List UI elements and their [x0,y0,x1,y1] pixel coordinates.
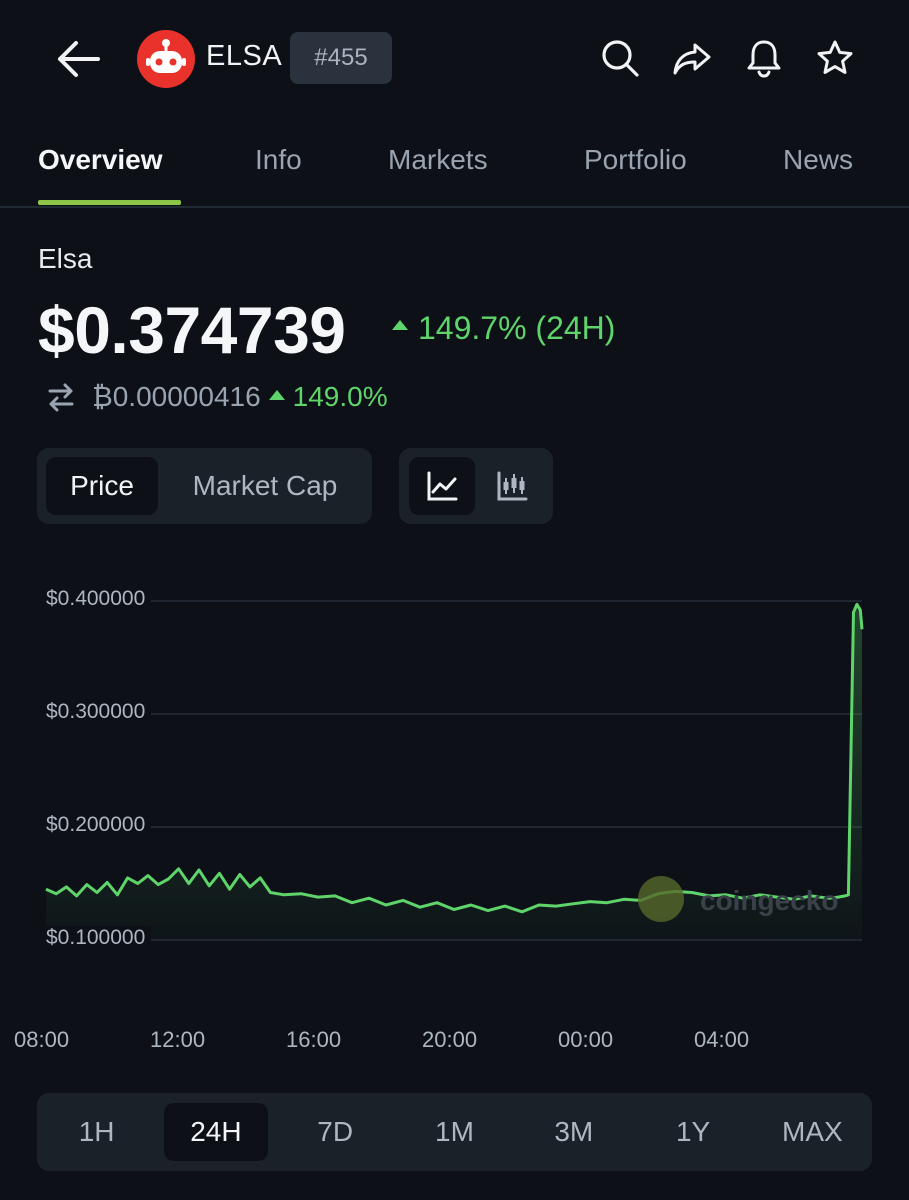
active-tab-indicator [38,200,181,205]
top-bar: ELSA #455 [0,0,909,118]
share-icon[interactable] [670,36,714,80]
x-tick-label: 12:00 [150,1027,206,1052]
tab-news[interactable]: News [783,144,854,175]
current-price: $0.374739 [38,293,346,367]
rank-badge: #455 [290,32,392,84]
x-tick-label: 04:00 [694,1027,750,1052]
coin-symbol: ELSA [206,40,283,72]
up-triangle-icon [392,319,408,330]
search-icon[interactable] [598,36,642,80]
watermark-text: coingecko [700,885,839,916]
y-tick-label: $0.100000 [46,926,152,950]
x-tick-label: 16:00 [286,1027,342,1052]
price-toggle[interactable]: Price [46,457,158,515]
coin-name: Elsa [38,243,93,274]
price-chart-svg [45,600,864,941]
range-24h[interactable]: 24H [164,1103,268,1161]
btc-change-value: 149.0% [292,381,388,412]
market-cap-toggle[interactable]: Market Cap [192,470,338,501]
x-tick-label: 08:00 [14,1027,70,1052]
y-tick-label: $0.300000 [46,700,152,724]
range-max[interactable]: MAX [782,1116,843,1147]
x-tick-label: 20:00 [422,1027,478,1052]
tab-markets[interactable]: Markets [388,144,488,175]
tab-bar: Overview Info Markets Portfolio News [0,118,909,208]
price-marketcap-toggle: Price Market Cap [37,448,372,524]
star-icon[interactable] [813,36,857,80]
tab-info[interactable]: Info [255,144,302,175]
price-line [45,602,864,914]
price-area-fill [46,604,862,940]
btc-price: ₿0.00000416 [92,381,261,412]
bell-icon[interactable] [742,36,786,80]
coingecko-logo-icon [638,876,684,922]
range-1y[interactable]: 1Y [675,1116,711,1147]
btc-price-row: ₿0.00000416 149.0% [44,380,388,420]
price-change-24h: 149.7% (24H) [392,310,615,347]
y-tick-label: $0.400000 [46,587,152,611]
time-range-selector: 1H 24H 7D 1M 3M 1Y MAX [37,1093,872,1171]
btc-change: 149.0% [268,381,388,412]
range-7d[interactable]: 7D [317,1116,354,1147]
range-3m[interactable]: 3M [554,1116,594,1147]
x-tick-label: 00:00 [558,1027,614,1052]
price-change-value: 149.7% (24H) [418,310,616,346]
price-chart[interactable]: $0.400000 $0.300000 $0.200000 $0.100000 08:… [0,560,909,1060]
coin-logo [137,30,195,88]
candlestick-icon[interactable] [479,457,545,515]
range-1m[interactable]: 1M [435,1116,474,1147]
chart-type-toggle [399,448,553,524]
range-1h[interactable]: 1H [78,1116,115,1147]
line-chart-icon[interactable] [409,457,475,515]
y-tick-label: $0.200000 [46,813,152,837]
up-triangle-icon [268,389,285,400]
tab-portfolio[interactable]: Portfolio [584,144,687,175]
back-arrow-icon[interactable] [52,36,104,82]
tab-overview[interactable]: Overview [38,144,163,175]
swap-icon[interactable] [44,380,78,414]
